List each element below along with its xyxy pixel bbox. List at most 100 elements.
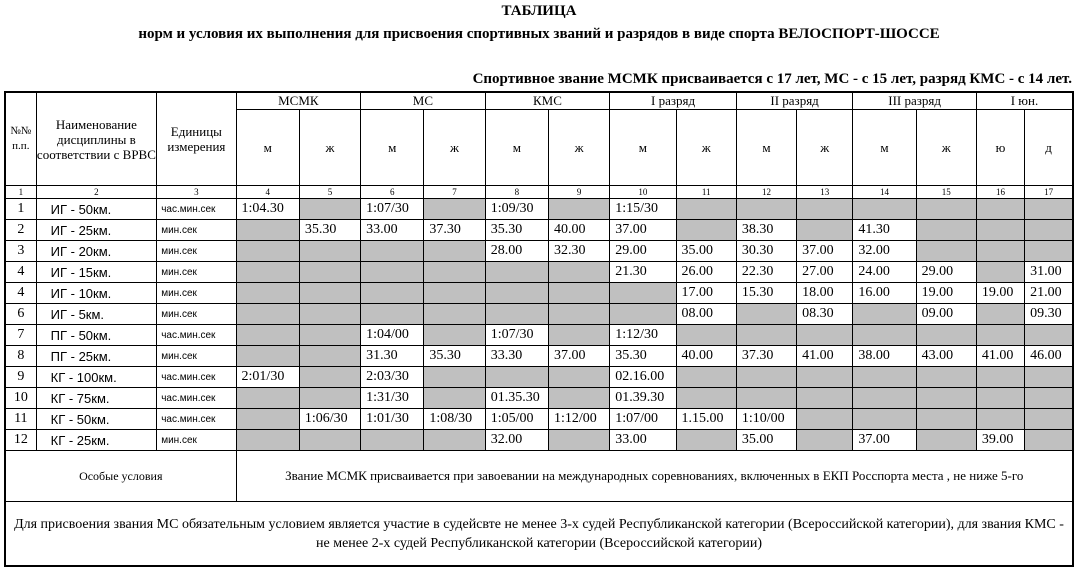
norm-cell-empty — [735, 366, 798, 388]
norm-cell: 35.30 — [423, 345, 486, 367]
norm-cell-empty — [852, 303, 917, 325]
norm-cell: 1:05/00 — [484, 408, 549, 430]
norm-cell-empty — [1024, 324, 1074, 346]
norm-cell: 1:12/00 — [547, 408, 611, 430]
table-row: 2 ИГ - 25км. мин.сек 35.30 33.00 37.30 35.30 40… — [4, 219, 1074, 241]
norm-cell-empty — [735, 303, 798, 325]
header-group: МС — [360, 91, 486, 110]
norm-cell-empty — [235, 303, 300, 325]
norm-cell: 2:01/30 — [235, 366, 300, 388]
norm-cell-empty — [298, 324, 362, 346]
row-unit: мин.сек — [156, 429, 237, 451]
norm-cell: 1:07/00 — [609, 408, 677, 430]
norm-cell-empty — [675, 429, 737, 451]
norm-cell: 17.00 — [675, 282, 737, 304]
norm-cell-empty — [796, 198, 854, 220]
row-number: 3 — [4, 240, 37, 262]
norm-cell: 08.00 — [675, 303, 737, 325]
special-conditions-row: Особые условия Звание МСМК присваивается… — [4, 450, 1074, 502]
norm-cell: 33.00 — [360, 219, 425, 241]
norm-cell: 1:10/00 — [735, 408, 798, 430]
header-units: Единицы измерения — [156, 91, 237, 186]
header-colnum: 12 — [735, 185, 798, 199]
norm-cell-empty — [484, 261, 549, 283]
header-subcolumn: м — [360, 109, 425, 186]
page-subtitle: норм и условия их выполнения для присвое… — [138, 26, 940, 42]
norm-cell: 24.00 — [852, 261, 917, 283]
table-row: 1 ИГ - 50км. час.мин.сек 1:04.30 1:07/30 1:09… — [4, 198, 1074, 220]
row-unit: мин.сек — [156, 345, 237, 367]
norm-cell: 35.30 — [609, 345, 677, 367]
norm-cell: 43.00 — [915, 345, 977, 367]
norm-cell: 09.30 — [1024, 303, 1074, 325]
header-colnum: 13 — [796, 185, 854, 199]
header-group: I юн. — [975, 91, 1074, 110]
norm-cell-empty — [484, 303, 549, 325]
norm-cell-empty — [235, 324, 300, 346]
row-number: 10 — [4, 387, 37, 409]
header-group: III разряд — [852, 91, 977, 110]
row-discipline: ПГ - 50км. — [35, 324, 158, 346]
row-number: 12 — [4, 429, 37, 451]
norm-cell: 37.00 — [796, 240, 854, 262]
norm-cell: 1:04.30 — [235, 198, 300, 220]
norm-cell: 40.00 — [675, 345, 737, 367]
row-number: 4 — [4, 282, 37, 304]
norm-cell-empty — [675, 198, 737, 220]
norm-cell: 1.15.00 — [675, 408, 737, 430]
row-unit: мин.сек — [156, 219, 237, 241]
row-discipline: ИГ - 10км. — [35, 282, 158, 304]
norm-cell: 09.00 — [915, 303, 977, 325]
norm-cell-empty — [975, 366, 1026, 388]
norm-cell: 32.30 — [547, 240, 611, 262]
norm-cell-empty — [852, 324, 917, 346]
norm-cell: 35.00 — [735, 429, 798, 451]
norm-cell: 1:15/30 — [609, 198, 677, 220]
norm-cell-empty — [423, 240, 486, 262]
norm-cell: 01.39.30 — [609, 387, 677, 409]
norm-cell-empty — [915, 366, 977, 388]
row-number: 11 — [4, 408, 37, 430]
header-colnum: 3 — [156, 185, 237, 199]
norm-cell-empty — [423, 324, 486, 346]
header-colnum: 15 — [915, 185, 977, 199]
header-colnum: 14 — [852, 185, 917, 199]
norm-cell: 33.30 — [484, 345, 549, 367]
norm-cell-empty — [298, 282, 362, 304]
norm-cell-empty — [547, 324, 611, 346]
norm-cell-empty — [235, 429, 300, 451]
norm-cell-empty — [423, 261, 486, 283]
norm-cell-empty — [298, 261, 362, 283]
norm-cell-empty — [852, 366, 917, 388]
header-colnum: 1 — [4, 185, 37, 199]
norm-cell-empty — [235, 219, 300, 241]
norm-cell: 1:07/30 — [360, 198, 425, 220]
norm-cell-empty — [484, 282, 549, 304]
header-subcolumn: м — [609, 109, 677, 186]
norm-cell-empty — [975, 219, 1026, 241]
norm-cell-empty — [975, 387, 1026, 409]
norm-cell: 35.30 — [484, 219, 549, 241]
norm-cell-empty — [423, 198, 486, 220]
norm-cell: 35.00 — [675, 240, 737, 262]
norm-cell-empty — [235, 261, 300, 283]
norm-cell-empty — [298, 429, 362, 451]
norm-cell-empty — [547, 282, 611, 304]
norm-cell: 08.30 — [796, 303, 854, 325]
row-discipline: ПГ - 25км. — [35, 345, 158, 367]
norm-cell-empty — [796, 324, 854, 346]
norm-cell: 38.30 — [735, 219, 798, 241]
row-discipline: ИГ - 50км. — [35, 198, 158, 220]
row-number: 8 — [4, 345, 37, 367]
norm-cell-empty — [675, 219, 737, 241]
row-number: 4 — [4, 261, 37, 283]
norm-cell-empty — [298, 198, 362, 220]
norm-cell: 15.30 — [735, 282, 798, 304]
norm-cell: 26.00 — [675, 261, 737, 283]
table-row: 7 ПГ - 50км. час.мин.сек 1:04/00 1:07/30 1:12… — [4, 324, 1074, 346]
norm-cell: 19.00 — [975, 282, 1026, 304]
header-subcolumn: ж — [423, 109, 486, 186]
norm-cell-empty — [975, 261, 1026, 283]
norm-cell-empty — [675, 366, 737, 388]
